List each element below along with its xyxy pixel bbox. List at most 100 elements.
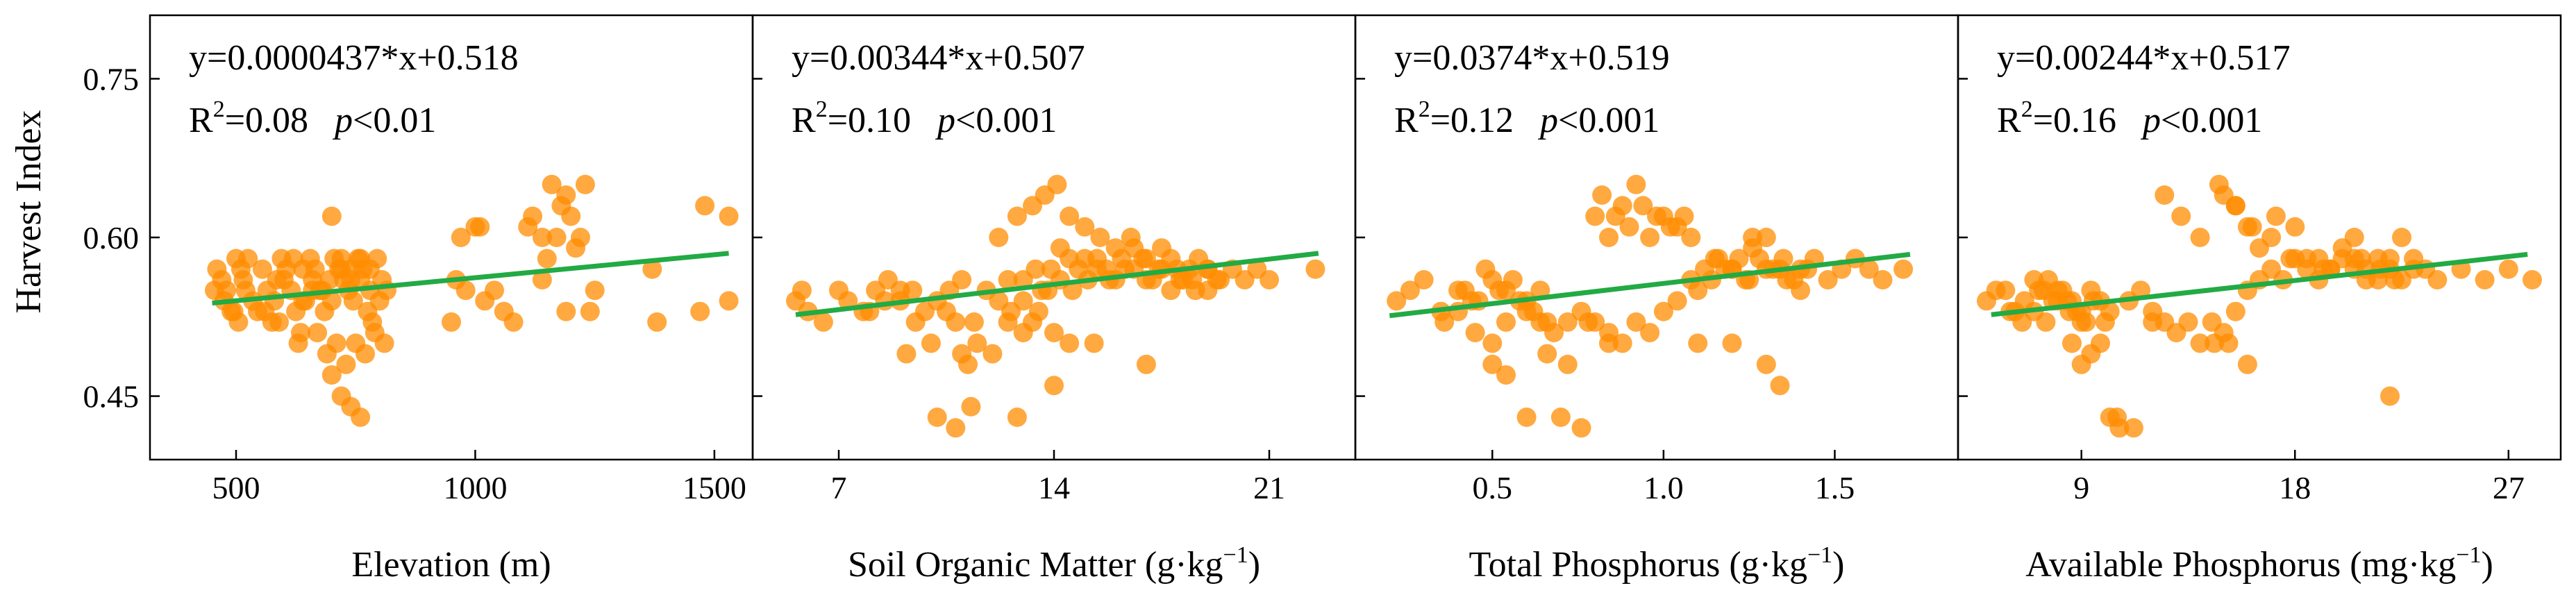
data-point [360, 259, 380, 279]
data-point [905, 312, 926, 332]
data-point [946, 312, 966, 332]
data-point [566, 238, 586, 258]
data-point [1007, 206, 1027, 226]
regression-equation: y=0.0000437*x+0.518 [189, 38, 519, 78]
data-point [1647, 206, 1666, 226]
data-point [2190, 228, 2210, 247]
data-point [642, 259, 662, 279]
data-point [580, 301, 600, 321]
regression-equation: y=0.00244*x+0.517 [1997, 38, 2291, 78]
data-point [1044, 376, 1064, 396]
data-point [2143, 312, 2163, 332]
x-tick-label: 9 [2073, 470, 2089, 505]
data-point [958, 354, 978, 374]
data-point [1537, 344, 1557, 364]
data-point [336, 354, 356, 374]
r-squared-p-value: R2=0.08 p<0.01 [189, 97, 436, 140]
data-point [967, 333, 987, 353]
data-point [2178, 312, 2198, 332]
data-point [1105, 238, 1126, 258]
data-point [2190, 333, 2210, 353]
x-tick-label: 21 [1253, 470, 1285, 505]
data-point [1414, 270, 1434, 290]
data-point [556, 301, 576, 321]
data-point [1152, 238, 1171, 258]
data-point [546, 228, 567, 247]
x-axis-label: Elevation (m) [351, 545, 551, 585]
data-point [1756, 354, 1776, 374]
data-point [921, 333, 941, 353]
data-point [2523, 270, 2542, 290]
x-tick-label: 0.5 [1473, 470, 1513, 505]
data-point [1044, 323, 1064, 343]
data-point [2062, 333, 2082, 353]
data-point [647, 312, 667, 332]
data-point [1387, 291, 1407, 311]
data-point [1496, 365, 1516, 385]
data-point [1705, 249, 1725, 269]
data-point [2392, 228, 2411, 247]
data-point [451, 228, 471, 247]
data-point [575, 174, 595, 194]
regression-equation: y=0.00344*x+0.507 [792, 38, 1085, 78]
data-point [1482, 333, 1503, 353]
data-point [2380, 386, 2400, 406]
data-point [1084, 333, 1104, 353]
data-point [1400, 280, 1420, 301]
data-point [2344, 228, 2364, 247]
data-point [1062, 280, 1082, 301]
data-point [1305, 259, 1325, 279]
data-point [2285, 217, 2305, 237]
data-point [813, 312, 833, 332]
data-point [2427, 270, 2448, 290]
x-tick-label: 7 [831, 470, 847, 505]
data-point [308, 323, 328, 343]
data-point [1996, 280, 2016, 301]
data-point [2218, 333, 2239, 353]
data-point [561, 206, 581, 226]
regression-line [795, 251, 1319, 317]
data-point [1550, 408, 1571, 427]
data-point [1859, 259, 1879, 279]
data-point [542, 174, 562, 194]
regression-equation: y=0.0374*x+0.519 [1394, 38, 1670, 78]
x-tick-label: 500 [212, 470, 260, 505]
data-point [503, 312, 524, 332]
data-point [1028, 301, 1048, 321]
y-tick-label: 0.45 [83, 379, 140, 414]
data-point [1688, 280, 1708, 301]
data-point [475, 291, 495, 311]
data-point [2250, 238, 2269, 258]
data-point [1873, 270, 1893, 290]
data-point [2205, 333, 2225, 353]
data-point [1435, 312, 1455, 332]
data-point [1060, 333, 1080, 353]
data-point [1653, 301, 1673, 321]
data-point [1060, 206, 1080, 226]
data-point [1455, 280, 1475, 301]
data-point [1605, 206, 1625, 226]
data-point [1743, 228, 1763, 247]
data-point [2123, 418, 2143, 438]
data-point [238, 249, 258, 269]
x-tick-label: 1.5 [1815, 470, 1855, 505]
data-point [1260, 270, 1279, 290]
data-point [523, 206, 543, 226]
data-point [2297, 249, 2317, 269]
data-point [1121, 228, 1141, 247]
scatter-points [205, 174, 739, 427]
data-point [1640, 228, 1660, 247]
x-tick-label: 1500 [683, 470, 746, 505]
data-point [1007, 408, 1027, 427]
data-point [228, 312, 249, 332]
data-point [455, 280, 476, 301]
data-point [2225, 301, 2245, 321]
data-point [2155, 185, 2175, 205]
r-squared-p-value: R2=0.16 p<0.001 [1997, 97, 2262, 140]
r-squared-p-value: R2=0.10 p<0.001 [792, 97, 1057, 140]
data-point [961, 396, 981, 417]
data-point [2280, 249, 2300, 269]
data-point [1681, 228, 1701, 247]
data-point [2171, 206, 2191, 226]
regression-line [212, 251, 729, 305]
